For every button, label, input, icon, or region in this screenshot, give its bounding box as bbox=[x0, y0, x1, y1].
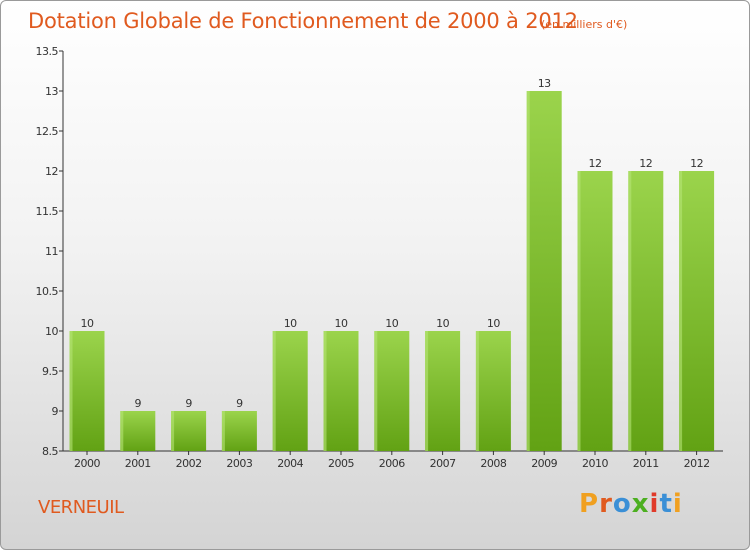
bar-highlight bbox=[221, 411, 225, 451]
bar-value-label: 10 bbox=[284, 317, 297, 330]
x-tick-label: 2001 bbox=[125, 457, 151, 470]
bar-value-label: 9 bbox=[135, 397, 142, 410]
brand-letter: P bbox=[579, 489, 600, 519]
bar-value-label: 10 bbox=[436, 317, 449, 330]
chart-axes: 8.5 9 9.5 10 10.5 11 11.5 12 12.5 13 13.5 2000 2001 2… bbox=[36, 45, 723, 470]
bar-highlight bbox=[374, 331, 378, 451]
bar-2005 bbox=[323, 331, 359, 451]
y-tick-label: 9 bbox=[52, 405, 59, 418]
brand-letter: o bbox=[612, 489, 632, 519]
bar-2004 bbox=[272, 331, 308, 451]
y-tick-label: 10.5 bbox=[36, 285, 59, 298]
x-tick-label: 2007 bbox=[430, 457, 456, 470]
commune-name: VERNEUIL bbox=[38, 497, 124, 518]
bar-2002 bbox=[171, 411, 207, 451]
bar-2008 bbox=[475, 331, 511, 451]
bar-2003 bbox=[221, 411, 257, 451]
bar-2000 bbox=[69, 331, 105, 451]
x-tick-label: 2002 bbox=[176, 457, 202, 470]
bar-highlight bbox=[577, 171, 581, 451]
bar-value-label: 12 bbox=[589, 157, 602, 170]
brand-letter: i bbox=[672, 489, 683, 519]
bar-highlight bbox=[323, 331, 327, 451]
bar-2006 bbox=[374, 331, 410, 451]
y-tick-label: 13 bbox=[45, 85, 58, 98]
bar-value-label: 10 bbox=[487, 317, 500, 330]
chart-unit-label: (en milliers d'€) bbox=[541, 18, 628, 31]
x-tick-label: 2006 bbox=[379, 457, 405, 470]
proxiti-logo[interactable]: Proxiti bbox=[579, 489, 683, 519]
y-tick-label: 9.5 bbox=[42, 365, 58, 378]
x-tick-label: 2003 bbox=[226, 457, 252, 470]
x-tick-label: 2011 bbox=[633, 457, 659, 470]
chart-bars: 10 9 9 9 10 10 10 10 10 13 12 12 12 bbox=[69, 77, 715, 451]
y-tick-label: 11.5 bbox=[36, 205, 59, 218]
x-tick-label: 2010 bbox=[582, 457, 608, 470]
y-tick-label: 12.5 bbox=[36, 125, 59, 138]
x-tick-label: 2005 bbox=[328, 457, 354, 470]
chart-title: Dotation Globale de Fonctionnement de 20… bbox=[28, 9, 578, 33]
bar-2007 bbox=[425, 331, 461, 451]
bar-2009 bbox=[526, 91, 562, 451]
y-tick-label: 11 bbox=[45, 245, 58, 258]
y-tick-label: 13.5 bbox=[36, 45, 59, 58]
bar-highlight bbox=[526, 91, 530, 451]
bar-value-label: 9 bbox=[185, 397, 192, 410]
y-tick-label: 8.5 bbox=[42, 445, 58, 458]
bar-highlight bbox=[69, 331, 73, 451]
x-tick-label: 2012 bbox=[684, 457, 710, 470]
bar-value-label: 10 bbox=[335, 317, 348, 330]
x-tick-label: 2009 bbox=[531, 457, 557, 470]
bar-value-label: 13 bbox=[538, 77, 551, 90]
bar-2011 bbox=[628, 171, 664, 451]
bar-highlight bbox=[475, 331, 479, 451]
bar-value-label: 10 bbox=[385, 317, 398, 330]
bar-highlight bbox=[272, 331, 276, 451]
bar-highlight bbox=[120, 411, 124, 451]
bar-value-label: 9 bbox=[236, 397, 243, 410]
brand-letter: i bbox=[649, 489, 660, 519]
x-tick-label: 2004 bbox=[277, 457, 303, 470]
brand-letter: t bbox=[659, 489, 673, 519]
x-tick-label: 2008 bbox=[480, 457, 506, 470]
brand-letter: x bbox=[631, 489, 650, 519]
y-tick-label: 12 bbox=[45, 165, 58, 178]
bar-value-label: 10 bbox=[81, 317, 94, 330]
bar-value-label: 12 bbox=[690, 157, 703, 170]
y-tick-label: 10 bbox=[45, 325, 58, 338]
x-tick-label: 2000 bbox=[74, 457, 100, 470]
bar-2010 bbox=[577, 171, 613, 451]
bar-highlight bbox=[425, 331, 429, 451]
bar-highlight bbox=[628, 171, 632, 451]
bar-value-label: 12 bbox=[639, 157, 652, 170]
bar-highlight bbox=[679, 171, 683, 451]
bar-highlight bbox=[171, 411, 175, 451]
bar-2012 bbox=[679, 171, 715, 451]
brand-letter: r bbox=[599, 489, 613, 519]
bar-2001 bbox=[120, 411, 156, 451]
